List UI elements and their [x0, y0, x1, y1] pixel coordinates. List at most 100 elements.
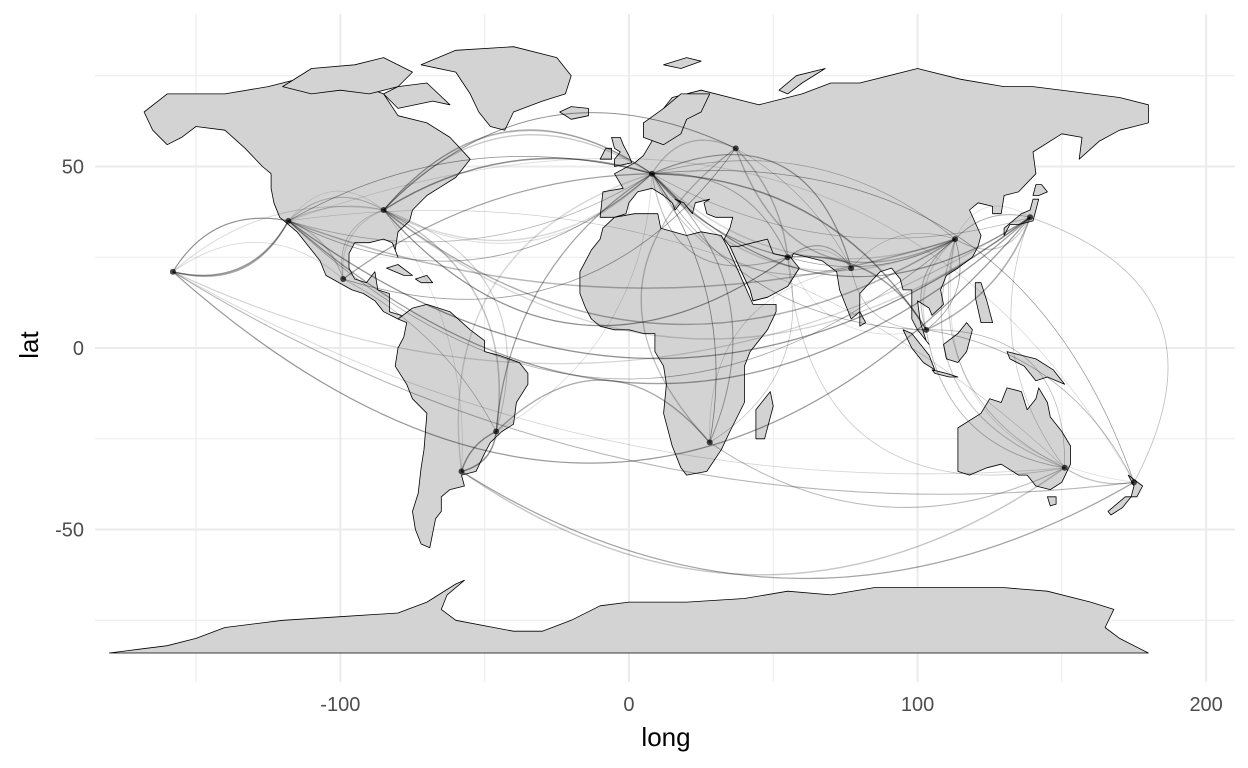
- flight-route: [288, 220, 956, 289]
- landmass-iceland: [559, 106, 589, 120]
- y-tick-label: -50: [55, 520, 84, 542]
- flight-route: [383, 173, 653, 242]
- land-layer: [109, 46, 1149, 654]
- landmass-new-zealand-south: [1107, 496, 1132, 516]
- flight-route: [288, 157, 1135, 483]
- flight-route: [172, 271, 1065, 475]
- hub-point: [706, 439, 713, 446]
- flight-route: [651, 173, 717, 443]
- landmass-tasmania: [1047, 496, 1057, 507]
- flight-route: [383, 209, 789, 327]
- flight-route: [926, 329, 1066, 468]
- landmass-sri-lanka: [859, 311, 866, 327]
- flight-route: [926, 329, 1135, 483]
- flight-route: [651, 172, 927, 331]
- flight-route: [651, 173, 1031, 239]
- landmass-scandinavia: [643, 93, 711, 146]
- hub-point: [1027, 214, 1034, 221]
- flight-route: [1029, 216, 1169, 483]
- flight-route: [342, 173, 653, 280]
- flight-route: [288, 156, 653, 222]
- y-tick-label: 50: [62, 156, 84, 178]
- flight-route: [920, 238, 956, 330]
- landmass-new-guinea: [1006, 351, 1066, 385]
- flight-route: [457, 172, 653, 472]
- flight-route: [288, 220, 956, 380]
- flight-route: [495, 379, 711, 443]
- flight-route: [925, 217, 1031, 331]
- flight-route: [383, 209, 508, 432]
- flight-route: [495, 173, 653, 432]
- flight-route: [288, 173, 653, 262]
- flight-route: [735, 148, 852, 269]
- flight-route: [787, 249, 852, 269]
- flight-route: [925, 329, 1065, 469]
- x-axis-title: long: [641, 722, 690, 752]
- flight-route: [940, 238, 1065, 469]
- flight-route: [651, 139, 736, 175]
- flight-route: [383, 129, 653, 211]
- hub-point: [285, 217, 292, 224]
- flight-route: [948, 239, 1065, 469]
- landmass-north-america: [143, 75, 471, 320]
- landmass-antarctica: [109, 579, 1149, 654]
- landmass-eurasia: [599, 68, 1149, 345]
- flight-route: [461, 470, 1135, 580]
- flight-route: [709, 441, 1065, 508]
- landmass-madagascar: [755, 391, 774, 440]
- flight-route: [342, 209, 384, 280]
- flight-route: [954, 205, 1031, 240]
- flight-route: [651, 160, 956, 240]
- flight-route: [651, 173, 734, 443]
- landmass-south-america: [394, 303, 529, 549]
- landmass-hokkaido: [1032, 184, 1048, 196]
- flight-route: [651, 154, 852, 269]
- flight-route: [850, 268, 927, 331]
- flight-route: [709, 257, 794, 443]
- flight-route: [461, 467, 1066, 576]
- flight-route: [787, 257, 927, 335]
- landmass-greenland: [420, 46, 572, 131]
- flight-route: [1010, 217, 1065, 469]
- hub-point: [169, 268, 176, 275]
- flight-route: [461, 431, 497, 473]
- flight-route: [651, 173, 956, 272]
- landmass-philippines: [974, 282, 993, 324]
- flight-route: [341, 209, 384, 280]
- flight-route: [172, 241, 344, 280]
- flight-route: [383, 209, 463, 472]
- flight-route: [288, 173, 653, 243]
- hub-point: [848, 265, 855, 272]
- landmass-sumatra: [902, 329, 936, 371]
- x-tick-label: 100: [901, 694, 934, 716]
- flight-route: [651, 172, 789, 258]
- flight-route: [850, 233, 956, 269]
- hub-point: [952, 236, 959, 243]
- flight-route: [1064, 467, 1135, 485]
- flight-route: [172, 220, 290, 277]
- x-tick-label: -100: [320, 694, 360, 716]
- hub-point: [340, 276, 347, 283]
- landmass-canadian-arctic: [282, 57, 413, 95]
- flight-route: [288, 196, 384, 222]
- flight-route: [925, 238, 961, 331]
- landmass-novaya-zemlya: [778, 68, 826, 95]
- flight-route: [954, 214, 1031, 240]
- flight-route: [922, 238, 956, 330]
- landmass-borneo: [943, 322, 973, 363]
- flight-route: [287, 216, 1031, 385]
- landmass-java: [931, 369, 959, 378]
- flight-route: [172, 216, 1031, 365]
- flight-route: [383, 209, 500, 432]
- hub-point: [732, 145, 739, 152]
- landmass-australia: [957, 387, 1071, 491]
- flight-route: [343, 278, 497, 432]
- flight-route: [383, 157, 653, 211]
- landmass-cuba: [386, 264, 413, 276]
- flight-route: [651, 148, 736, 175]
- landmass-arabia: [729, 238, 800, 302]
- flight-route: [383, 133, 653, 211]
- flight-route: [651, 173, 927, 331]
- flight-route: [288, 216, 1031, 360]
